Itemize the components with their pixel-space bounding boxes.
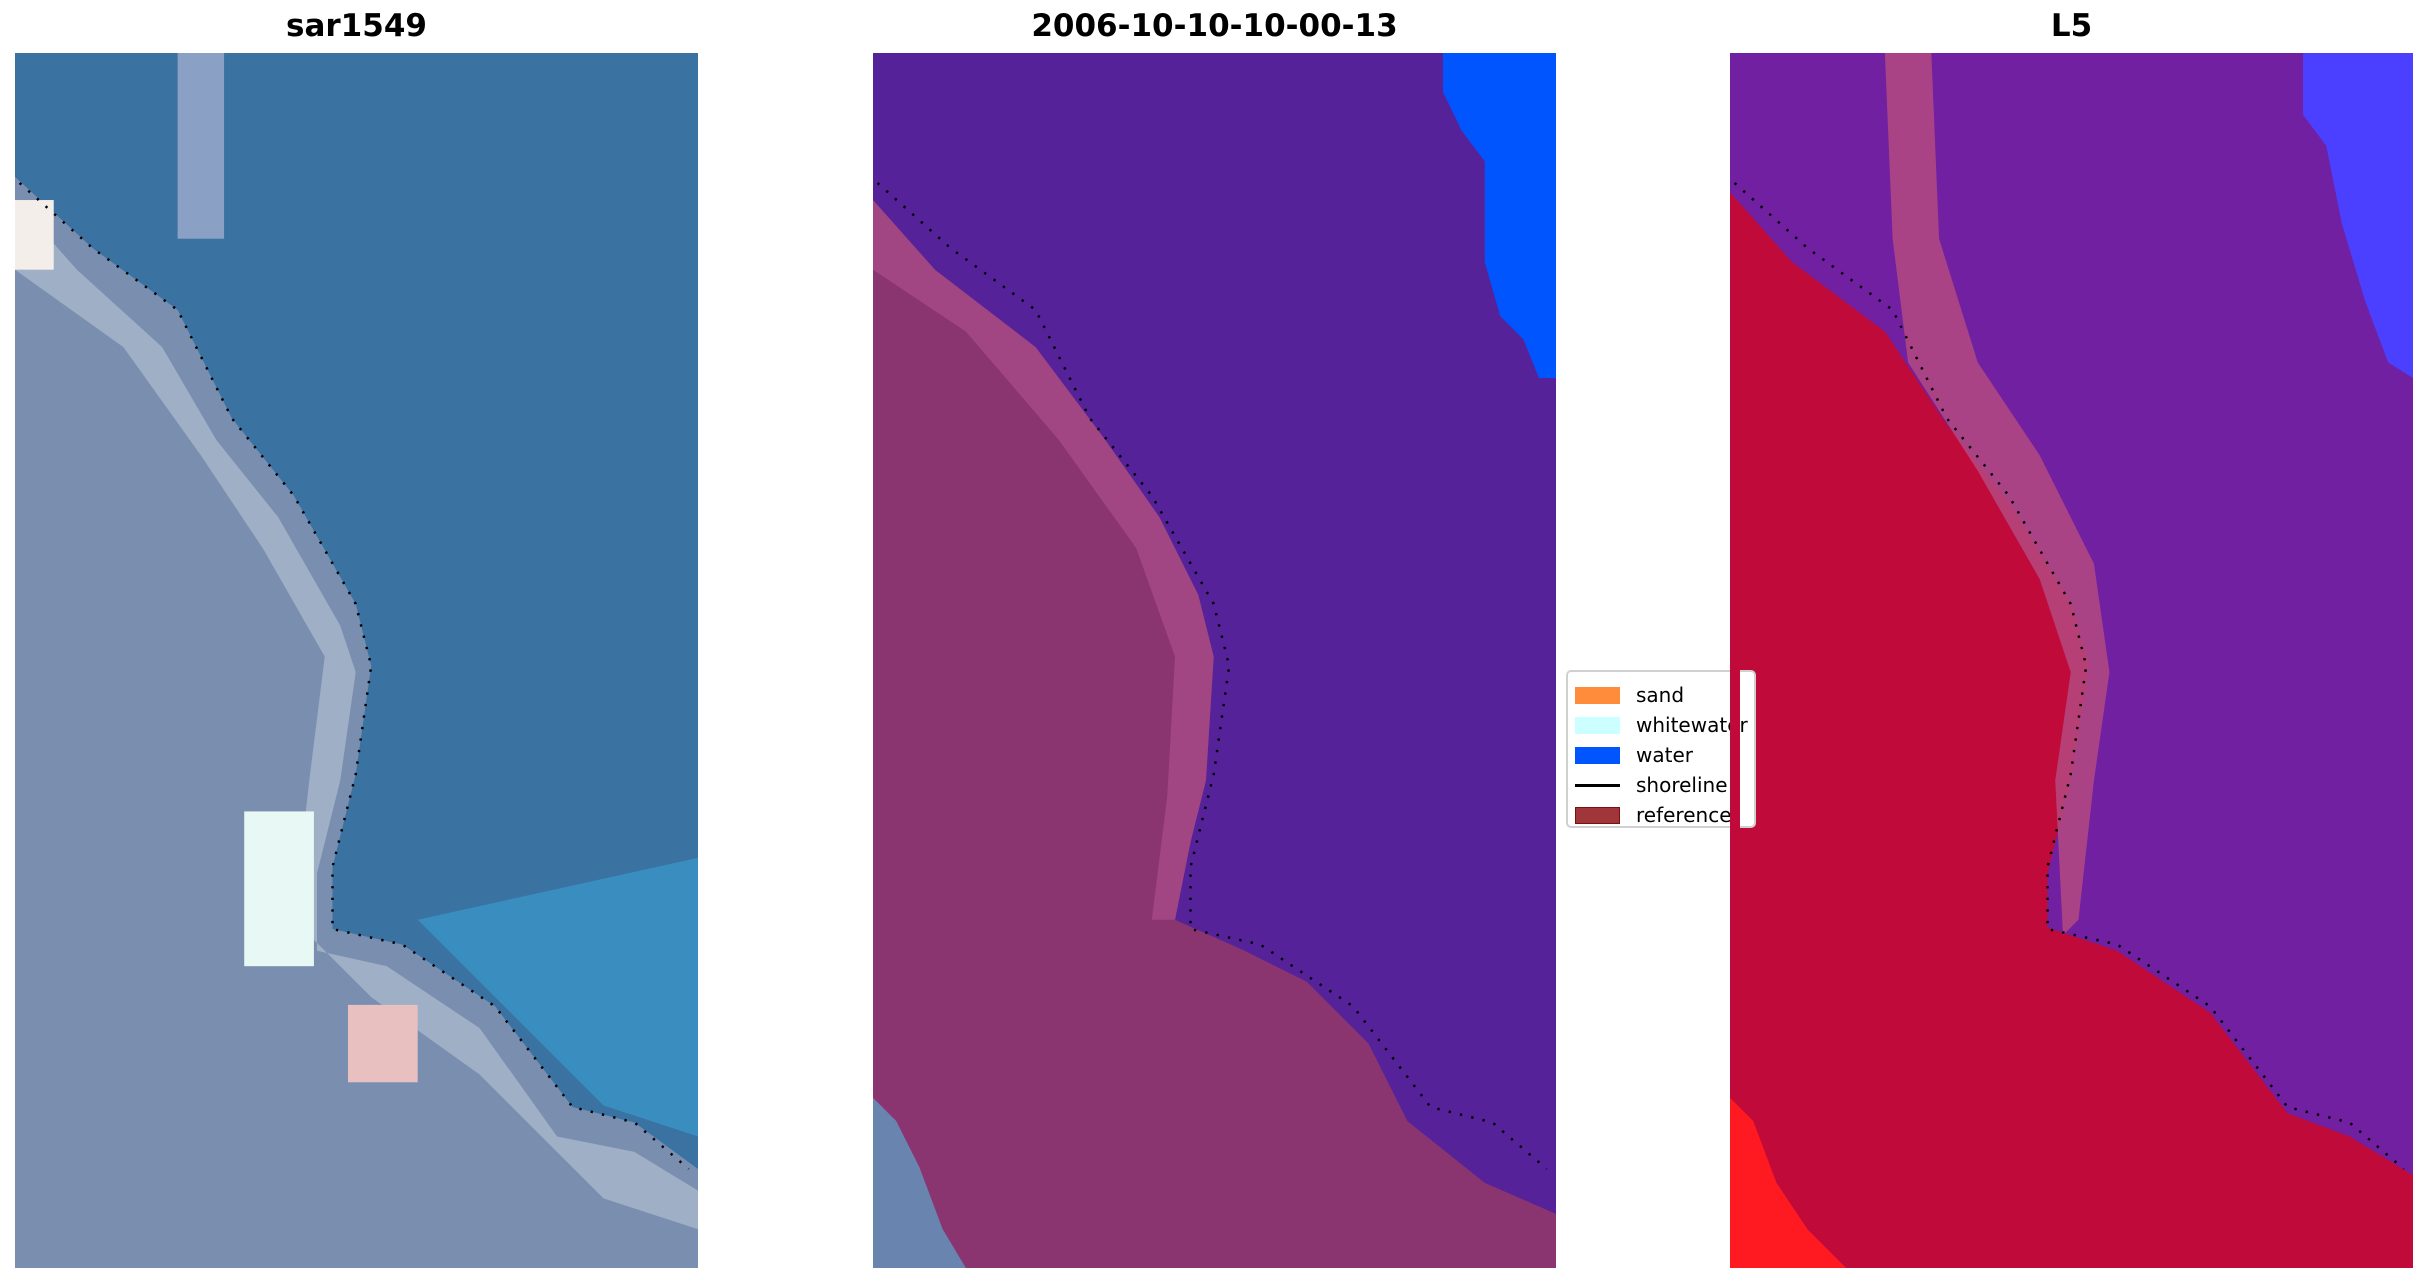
panel-title-2: 2006-10-10-10-00-13 bbox=[1031, 8, 1398, 44]
legend-item-reference: reference bbox=[1575, 802, 1732, 828]
shoreline bbox=[1733, 182, 2405, 1170]
land-area bbox=[15, 176, 698, 1268]
legend-label: water bbox=[1636, 743, 1693, 767]
panel-title-1: sar1549 bbox=[286, 8, 427, 44]
river-strip bbox=[177, 53, 225, 239]
panel-title-3: L5 bbox=[2050, 8, 2093, 44]
probability-panel bbox=[1730, 53, 2413, 1268]
legend-item-shoreline: shoreline bbox=[1575, 772, 1728, 798]
sand-class-area bbox=[873, 200, 1556, 1268]
shoreline bbox=[18, 182, 690, 1170]
shallow-water bbox=[417, 857, 698, 1137]
legend-item-whitewater: whitewater bbox=[1575, 712, 1748, 738]
white-patch bbox=[15, 200, 54, 270]
sand-swatch bbox=[1575, 686, 1620, 704]
reference-swatch bbox=[1575, 806, 1620, 824]
sand-edge bbox=[873, 200, 1214, 920]
whitewater-swatch bbox=[1575, 716, 1620, 734]
blue-prob-top bbox=[2303, 53, 2413, 379]
whitewater-patch bbox=[244, 811, 314, 967]
legend-item-water: water bbox=[1575, 742, 1693, 768]
classification-panel bbox=[873, 53, 1556, 1268]
legend: sand whitewater water shoreline referenc… bbox=[1566, 670, 1756, 828]
water-swatch bbox=[1575, 746, 1620, 764]
legend-item-sand: sand bbox=[1575, 682, 1684, 708]
pink-patch bbox=[347, 1004, 418, 1083]
beach-strip bbox=[15, 200, 698, 1230]
legend-label: reference bbox=[1636, 803, 1732, 827]
shoreline-line-swatch bbox=[1575, 783, 1620, 787]
legend-label: whitewater bbox=[1636, 713, 1748, 737]
legend-label: sand bbox=[1636, 683, 1685, 707]
gray-area bbox=[873, 1097, 966, 1268]
shoreline bbox=[876, 182, 1548, 1170]
legend-label: shoreline bbox=[1636, 773, 1728, 797]
transition-strip bbox=[1884, 53, 2110, 936]
water-class-top bbox=[1442, 53, 1556, 379]
panel-edge bbox=[1730, 660, 1740, 840]
sar-image-panel bbox=[15, 53, 698, 1268]
red-prob-corner bbox=[1730, 1097, 1847, 1268]
